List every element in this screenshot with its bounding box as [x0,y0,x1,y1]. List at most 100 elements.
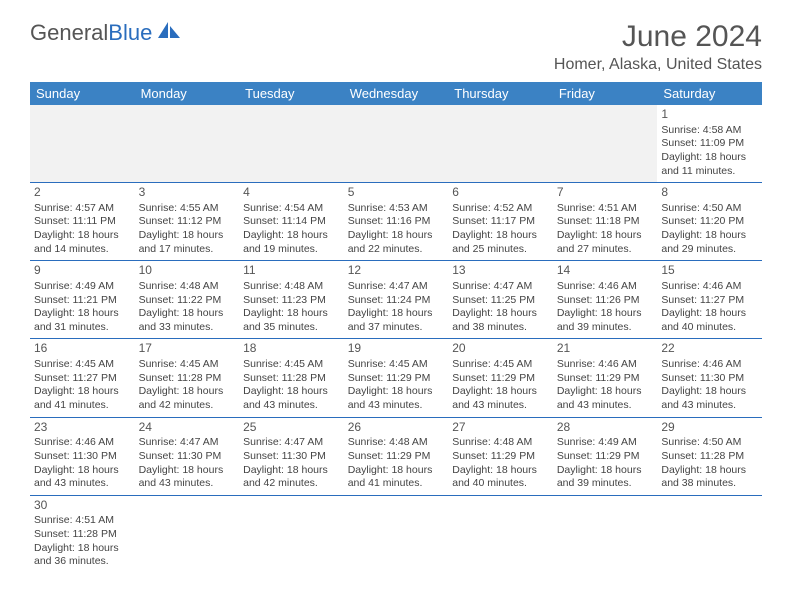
sunset-text: Sunset: 11:12 PM [139,215,236,229]
day-number: 24 [139,420,236,436]
sunrise-text: Sunrise: 4:46 AM [661,280,758,294]
calendar-cell: 17Sunrise: 4:45 AMSunset: 11:28 PMDaylig… [135,339,240,417]
calendar-row: 23Sunrise: 4:46 AMSunset: 11:30 PMDaylig… [30,417,762,495]
day-number: 1 [661,107,758,123]
sunset-text: Sunset: 11:29 PM [348,450,445,464]
sunrise-text: Sunrise: 4:50 AM [661,202,758,216]
day-number: 22 [661,341,758,357]
day-number: 13 [452,263,549,279]
day-number: 26 [348,420,445,436]
calendar-cell [135,495,240,573]
sunset-text: Sunset: 11:29 PM [557,450,654,464]
day-number: 25 [243,420,340,436]
sunrise-text: Sunrise: 4:45 AM [243,358,340,372]
daylight-text: Daylight: 18 hours and 42 minutes. [243,464,340,491]
logo-text-blue: Blue [108,20,152,46]
calendar-row: 16Sunrise: 4:45 AMSunset: 11:27 PMDaylig… [30,339,762,417]
header: GeneralBlue June 2024 Homer, Alaska, Uni… [30,20,762,74]
calendar-cell [239,495,344,573]
dayname: Wednesday [344,82,449,105]
sunset-text: Sunset: 11:29 PM [557,372,654,386]
daylight-text: Daylight: 18 hours and 43 minutes. [557,385,654,412]
sunrise-text: Sunrise: 4:52 AM [452,202,549,216]
sunrise-text: Sunrise: 4:51 AM [557,202,654,216]
calendar-cell: 13Sunrise: 4:47 AMSunset: 11:25 PMDaylig… [448,261,553,339]
calendar-cell [344,495,449,573]
sunset-text: Sunset: 11:28 PM [34,528,131,542]
day-number: 16 [34,341,131,357]
logo-sail-icon [156,20,182,46]
calendar-cell: 5Sunrise: 4:53 AMSunset: 11:16 PMDayligh… [344,183,449,261]
day-number: 5 [348,185,445,201]
calendar-cell [448,105,553,183]
sunrise-text: Sunrise: 4:47 AM [139,436,236,450]
day-number: 30 [34,498,131,514]
calendar-cell: 30Sunrise: 4:51 AMSunset: 11:28 PMDaylig… [30,495,135,573]
sunset-text: Sunset: 11:27 PM [661,294,758,308]
calendar-cell: 22Sunrise: 4:46 AMSunset: 11:30 PMDaylig… [657,339,762,417]
calendar-cell: 7Sunrise: 4:51 AMSunset: 11:18 PMDayligh… [553,183,658,261]
calendar-row: 30Sunrise: 4:51 AMSunset: 11:28 PMDaylig… [30,495,762,573]
dayname-row: Sunday Monday Tuesday Wednesday Thursday… [30,82,762,105]
daylight-text: Daylight: 18 hours and 35 minutes. [243,307,340,334]
daylight-text: Daylight: 18 hours and 43 minutes. [348,385,445,412]
calendar-cell: 20Sunrise: 4:45 AMSunset: 11:29 PMDaylig… [448,339,553,417]
daylight-text: Daylight: 18 hours and 43 minutes. [139,464,236,491]
calendar-cell: 19Sunrise: 4:45 AMSunset: 11:29 PMDaylig… [344,339,449,417]
dayname: Thursday [448,82,553,105]
calendar-cell: 18Sunrise: 4:45 AMSunset: 11:28 PMDaylig… [239,339,344,417]
sunrise-text: Sunrise: 4:45 AM [452,358,549,372]
daylight-text: Daylight: 18 hours and 39 minutes. [557,464,654,491]
daylight-text: Daylight: 18 hours and 43 minutes. [34,464,131,491]
day-number: 4 [243,185,340,201]
calendar-cell: 1Sunrise: 4:58 AMSunset: 11:09 PMDayligh… [657,105,762,183]
sunset-text: Sunset: 11:29 PM [348,372,445,386]
sunset-text: Sunset: 11:16 PM [348,215,445,229]
month-title: June 2024 [554,20,762,54]
calendar-row: 2Sunrise: 4:57 AMSunset: 11:11 PMDayligh… [30,183,762,261]
day-number: 28 [557,420,654,436]
sunset-text: Sunset: 11:20 PM [661,215,758,229]
day-number: 14 [557,263,654,279]
calendar-table: Sunday Monday Tuesday Wednesday Thursday… [30,82,762,573]
calendar-cell: 26Sunrise: 4:48 AMSunset: 11:29 PMDaylig… [344,417,449,495]
calendar-cell [448,495,553,573]
daylight-text: Daylight: 18 hours and 42 minutes. [139,385,236,412]
sunrise-text: Sunrise: 4:49 AM [557,436,654,450]
location: Homer, Alaska, United States [554,56,762,74]
sunrise-text: Sunrise: 4:45 AM [139,358,236,372]
sunrise-text: Sunrise: 4:49 AM [34,280,131,294]
sunrise-text: Sunrise: 4:47 AM [243,436,340,450]
dayname: Tuesday [239,82,344,105]
sunset-text: Sunset: 11:28 PM [243,372,340,386]
sunset-text: Sunset: 11:14 PM [243,215,340,229]
sunrise-text: Sunrise: 4:45 AM [348,358,445,372]
calendar-cell [553,495,658,573]
calendar-cell [239,105,344,183]
logo-text-general: General [30,20,108,46]
calendar-cell: 29Sunrise: 4:50 AMSunset: 11:28 PMDaylig… [657,417,762,495]
calendar-cell [344,105,449,183]
sunrise-text: Sunrise: 4:58 AM [661,124,758,138]
logo: GeneralBlue [30,20,182,46]
day-number: 2 [34,185,131,201]
sunset-text: Sunset: 11:21 PM [34,294,131,308]
daylight-text: Daylight: 18 hours and 43 minutes. [243,385,340,412]
calendar-cell: 25Sunrise: 4:47 AMSunset: 11:30 PMDaylig… [239,417,344,495]
day-number: 8 [661,185,758,201]
calendar-cell: 14Sunrise: 4:46 AMSunset: 11:26 PMDaylig… [553,261,658,339]
daylight-text: Daylight: 18 hours and 40 minutes. [661,307,758,334]
sunrise-text: Sunrise: 4:55 AM [139,202,236,216]
daylight-text: Daylight: 18 hours and 29 minutes. [661,229,758,256]
sunset-text: Sunset: 11:09 PM [661,137,758,151]
dayname: Sunday [30,82,135,105]
sunset-text: Sunset: 11:17 PM [452,215,549,229]
calendar-cell: 8Sunrise: 4:50 AMSunset: 11:20 PMDayligh… [657,183,762,261]
sunrise-text: Sunrise: 4:57 AM [34,202,131,216]
dayname: Monday [135,82,240,105]
calendar-cell: 12Sunrise: 4:47 AMSunset: 11:24 PMDaylig… [344,261,449,339]
sunrise-text: Sunrise: 4:51 AM [34,514,131,528]
daylight-text: Daylight: 18 hours and 40 minutes. [452,464,549,491]
sunrise-text: Sunrise: 4:53 AM [348,202,445,216]
calendar-cell [135,105,240,183]
